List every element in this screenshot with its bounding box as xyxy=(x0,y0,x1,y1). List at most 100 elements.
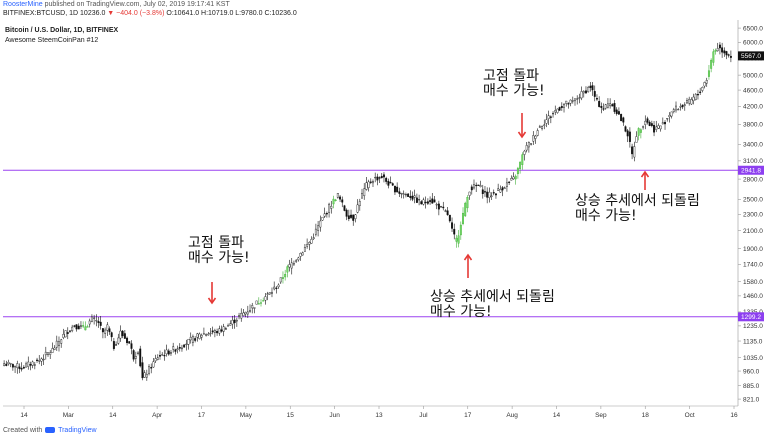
candle-body xyxy=(325,213,328,215)
candle-body xyxy=(501,187,504,191)
candle-body xyxy=(139,348,142,367)
candle-body xyxy=(699,91,702,93)
candle-body xyxy=(18,366,21,370)
candle-body xyxy=(117,337,120,344)
candle-body xyxy=(552,112,555,115)
candle-body xyxy=(549,116,552,118)
candle-body xyxy=(336,192,339,198)
candle-body xyxy=(692,96,695,101)
x-tick-label: 18 xyxy=(642,412,650,419)
candle-body xyxy=(466,197,469,209)
candle-body xyxy=(176,348,179,350)
candle-body xyxy=(295,260,298,262)
candle-body xyxy=(130,343,133,349)
candle-body xyxy=(255,300,258,305)
candle-body xyxy=(569,99,572,104)
candle-body xyxy=(167,350,170,355)
author-name[interactable]: RoosterMine xyxy=(3,1,43,8)
candle-body xyxy=(84,326,87,331)
candle-body xyxy=(33,364,36,366)
y-tick-label: 6000.0 xyxy=(743,40,763,47)
candle-body xyxy=(218,328,221,334)
y-tick-label: 3100.0 xyxy=(743,158,763,165)
candle-body xyxy=(156,357,159,360)
candle-body xyxy=(475,184,478,187)
candle-body xyxy=(202,333,205,335)
y-tick-label: 6500.0 xyxy=(743,25,763,32)
candle-body xyxy=(310,239,313,244)
candle-body xyxy=(382,174,385,178)
candle-body xyxy=(385,178,388,182)
candle-body xyxy=(598,101,601,107)
chart-subtitle: Awesome SteemCoinPan #12 xyxy=(5,37,99,44)
candle-body xyxy=(628,131,631,142)
candle-body xyxy=(661,122,664,125)
candle-body xyxy=(648,121,651,126)
candle-body xyxy=(339,196,342,200)
footer-brand[interactable]: TradingView xyxy=(58,427,97,434)
candle-body xyxy=(532,135,535,142)
candle-body xyxy=(209,332,212,335)
candle-body xyxy=(622,117,625,123)
last-price-box xyxy=(738,51,764,61)
candle-body xyxy=(189,336,192,341)
candle-body xyxy=(571,100,574,102)
candle-body xyxy=(380,176,383,179)
candle-body xyxy=(9,363,12,365)
candle-body xyxy=(473,184,475,189)
x-tick-label: Sep xyxy=(595,412,607,419)
candle-body xyxy=(712,51,715,63)
candle-body xyxy=(582,91,585,94)
candle-body xyxy=(264,296,267,301)
candle-body xyxy=(609,103,612,107)
candle-body xyxy=(558,107,561,111)
candle-body xyxy=(238,315,241,318)
candle-body xyxy=(323,213,326,217)
candle-body xyxy=(354,214,357,219)
candle-body xyxy=(308,242,311,245)
candle-body xyxy=(240,313,243,319)
candle-body xyxy=(455,237,458,242)
candle-body xyxy=(716,48,719,52)
candle-body xyxy=(148,366,150,374)
candle-body xyxy=(457,235,460,244)
candle-body xyxy=(14,365,17,368)
candle-body xyxy=(451,222,454,229)
candle-body xyxy=(470,186,473,191)
candle-body xyxy=(11,364,14,368)
candle-body xyxy=(587,87,590,93)
candle-body xyxy=(376,176,379,181)
candle-body xyxy=(260,302,262,304)
candle-body xyxy=(200,334,203,338)
candle-body xyxy=(73,325,76,327)
candle-body xyxy=(152,361,155,368)
candle-body xyxy=(82,325,85,327)
candle-body xyxy=(321,216,324,221)
candle-body xyxy=(595,98,598,100)
publish-info: RoosterMine published on TradingView.com… xyxy=(3,1,230,8)
candle-body xyxy=(516,168,519,175)
y-tick-label: 821.0 xyxy=(743,396,760,403)
candle-body xyxy=(707,70,710,77)
candle-body xyxy=(545,119,548,124)
candle-body xyxy=(369,181,372,183)
candle-body xyxy=(154,358,157,362)
candle-body xyxy=(51,348,54,353)
candle-body xyxy=(681,104,684,108)
x-tick-label: 17 xyxy=(464,412,472,419)
candle-body xyxy=(174,349,177,352)
candle-body xyxy=(407,193,410,197)
candle-body xyxy=(374,176,377,179)
candle-body xyxy=(292,263,295,265)
candle-body xyxy=(71,326,74,332)
candle-body xyxy=(249,309,251,312)
candle-body xyxy=(262,300,265,302)
candle-body xyxy=(633,146,636,158)
candle-body xyxy=(271,291,273,294)
x-tick-label: Aug xyxy=(506,412,518,419)
candle-body xyxy=(576,98,579,100)
candle-body xyxy=(611,104,614,107)
y-tick-label: 1135.0 xyxy=(743,338,763,345)
candle-body xyxy=(170,352,172,354)
